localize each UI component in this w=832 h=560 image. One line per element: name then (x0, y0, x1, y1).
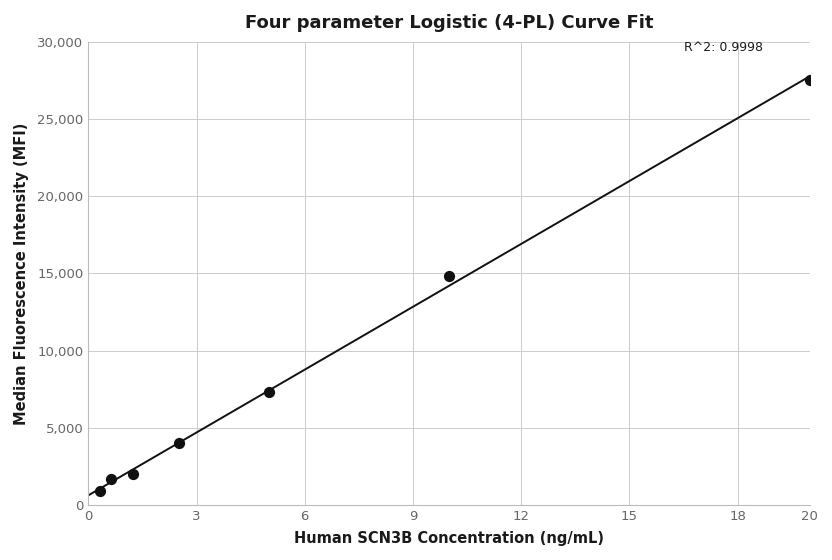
Title: Four parameter Logistic (4-PL) Curve Fit: Four parameter Logistic (4-PL) Curve Fit (245, 14, 653, 32)
Point (172, 438, 186, 447)
Point (803, 76, 816, 85)
Y-axis label: Median Fluorescence Intensity (MFI): Median Fluorescence Intensity (MFI) (14, 122, 29, 424)
Point (104, 474, 117, 483)
Point (262, 388, 275, 396)
Text: R^2: 0.9998: R^2: 0.9998 (684, 41, 763, 54)
Point (443, 272, 456, 281)
Point (93, 487, 106, 496)
Point (126, 470, 140, 479)
X-axis label: Human SCN3B Concentration (ng/mL): Human SCN3B Concentration (ng/mL) (294, 531, 604, 546)
